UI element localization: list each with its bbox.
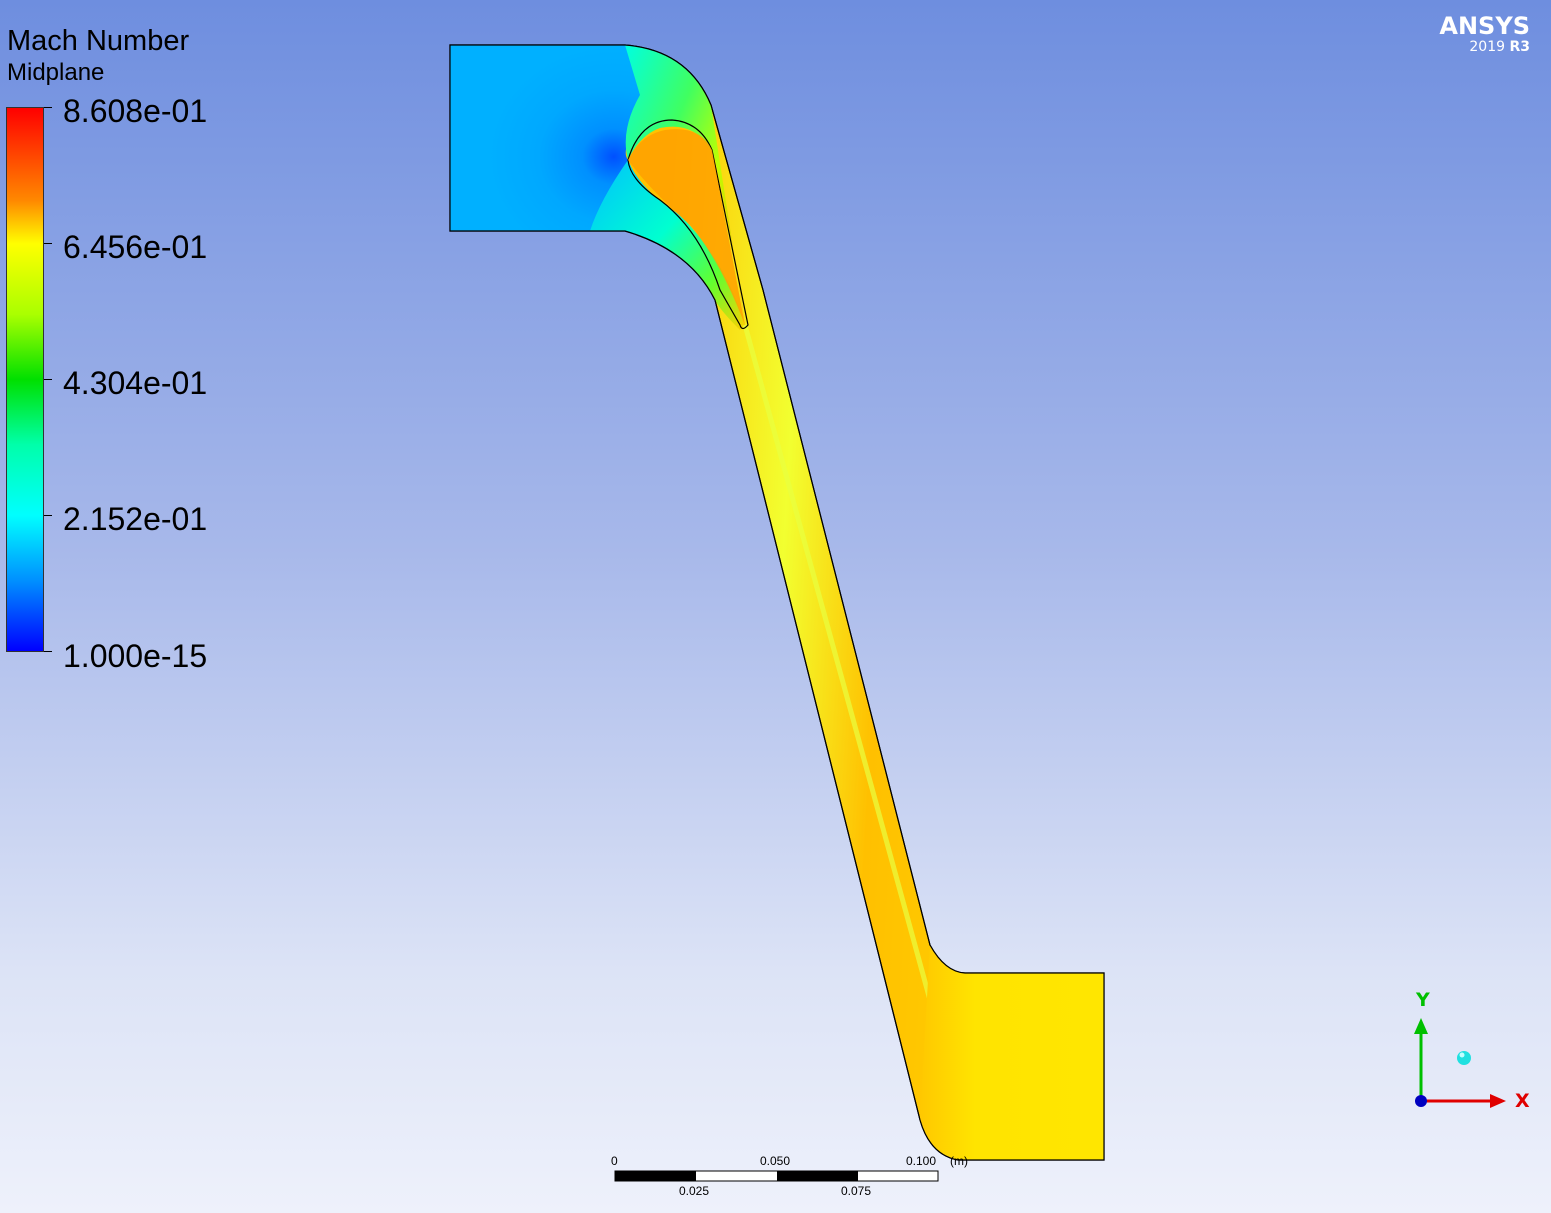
scale-label: 0.100 (906, 1154, 937, 1168)
logo-brand: ANSYS (1439, 12, 1530, 40)
scale-label: 0.075 (841, 1184, 872, 1198)
scale-unit: (m) (950, 1154, 968, 1168)
scale-label: 0.050 (760, 1154, 791, 1168)
legend-tick (44, 243, 52, 244)
y-axis-label: Y (1416, 989, 1430, 1011)
legend-value-max: 8.608e-01 (63, 93, 208, 129)
guide-vane-fill (628, 129, 745, 325)
guide-vane (627, 119, 749, 330)
legend-title: Mach Number (7, 25, 190, 57)
x-axis-label: X (1515, 1090, 1530, 1112)
legend-colorbar (6, 107, 44, 652)
legend-tick (44, 515, 52, 516)
axis-triad (1414, 1018, 1506, 1108)
legend-value: 4.304e-01 (63, 365, 208, 401)
legend-value-min: 1.000e-15 (63, 638, 208, 674)
scale-label: 0.025 (679, 1184, 710, 1198)
legend-tick (44, 107, 52, 108)
logo-version: 2019 R3 (1469, 39, 1530, 55)
legend-subtitle: Midplane (7, 59, 105, 86)
legend-tick (44, 379, 52, 380)
legend-value: 6.456e-01 (63, 229, 208, 265)
upper-channel (625, 45, 745, 325)
inlet-region (450, 45, 660, 231)
scale-bar (614, 1170, 939, 1182)
ansys-logo: ANSYS 2019 R3 (1439, 14, 1530, 54)
legend-value: 2.152e-01 (63, 501, 208, 537)
legend-tick (44, 651, 52, 652)
scale-label: 0 (611, 1154, 618, 1168)
outlet-region (920, 945, 1104, 1160)
lower-channel (590, 160, 745, 330)
